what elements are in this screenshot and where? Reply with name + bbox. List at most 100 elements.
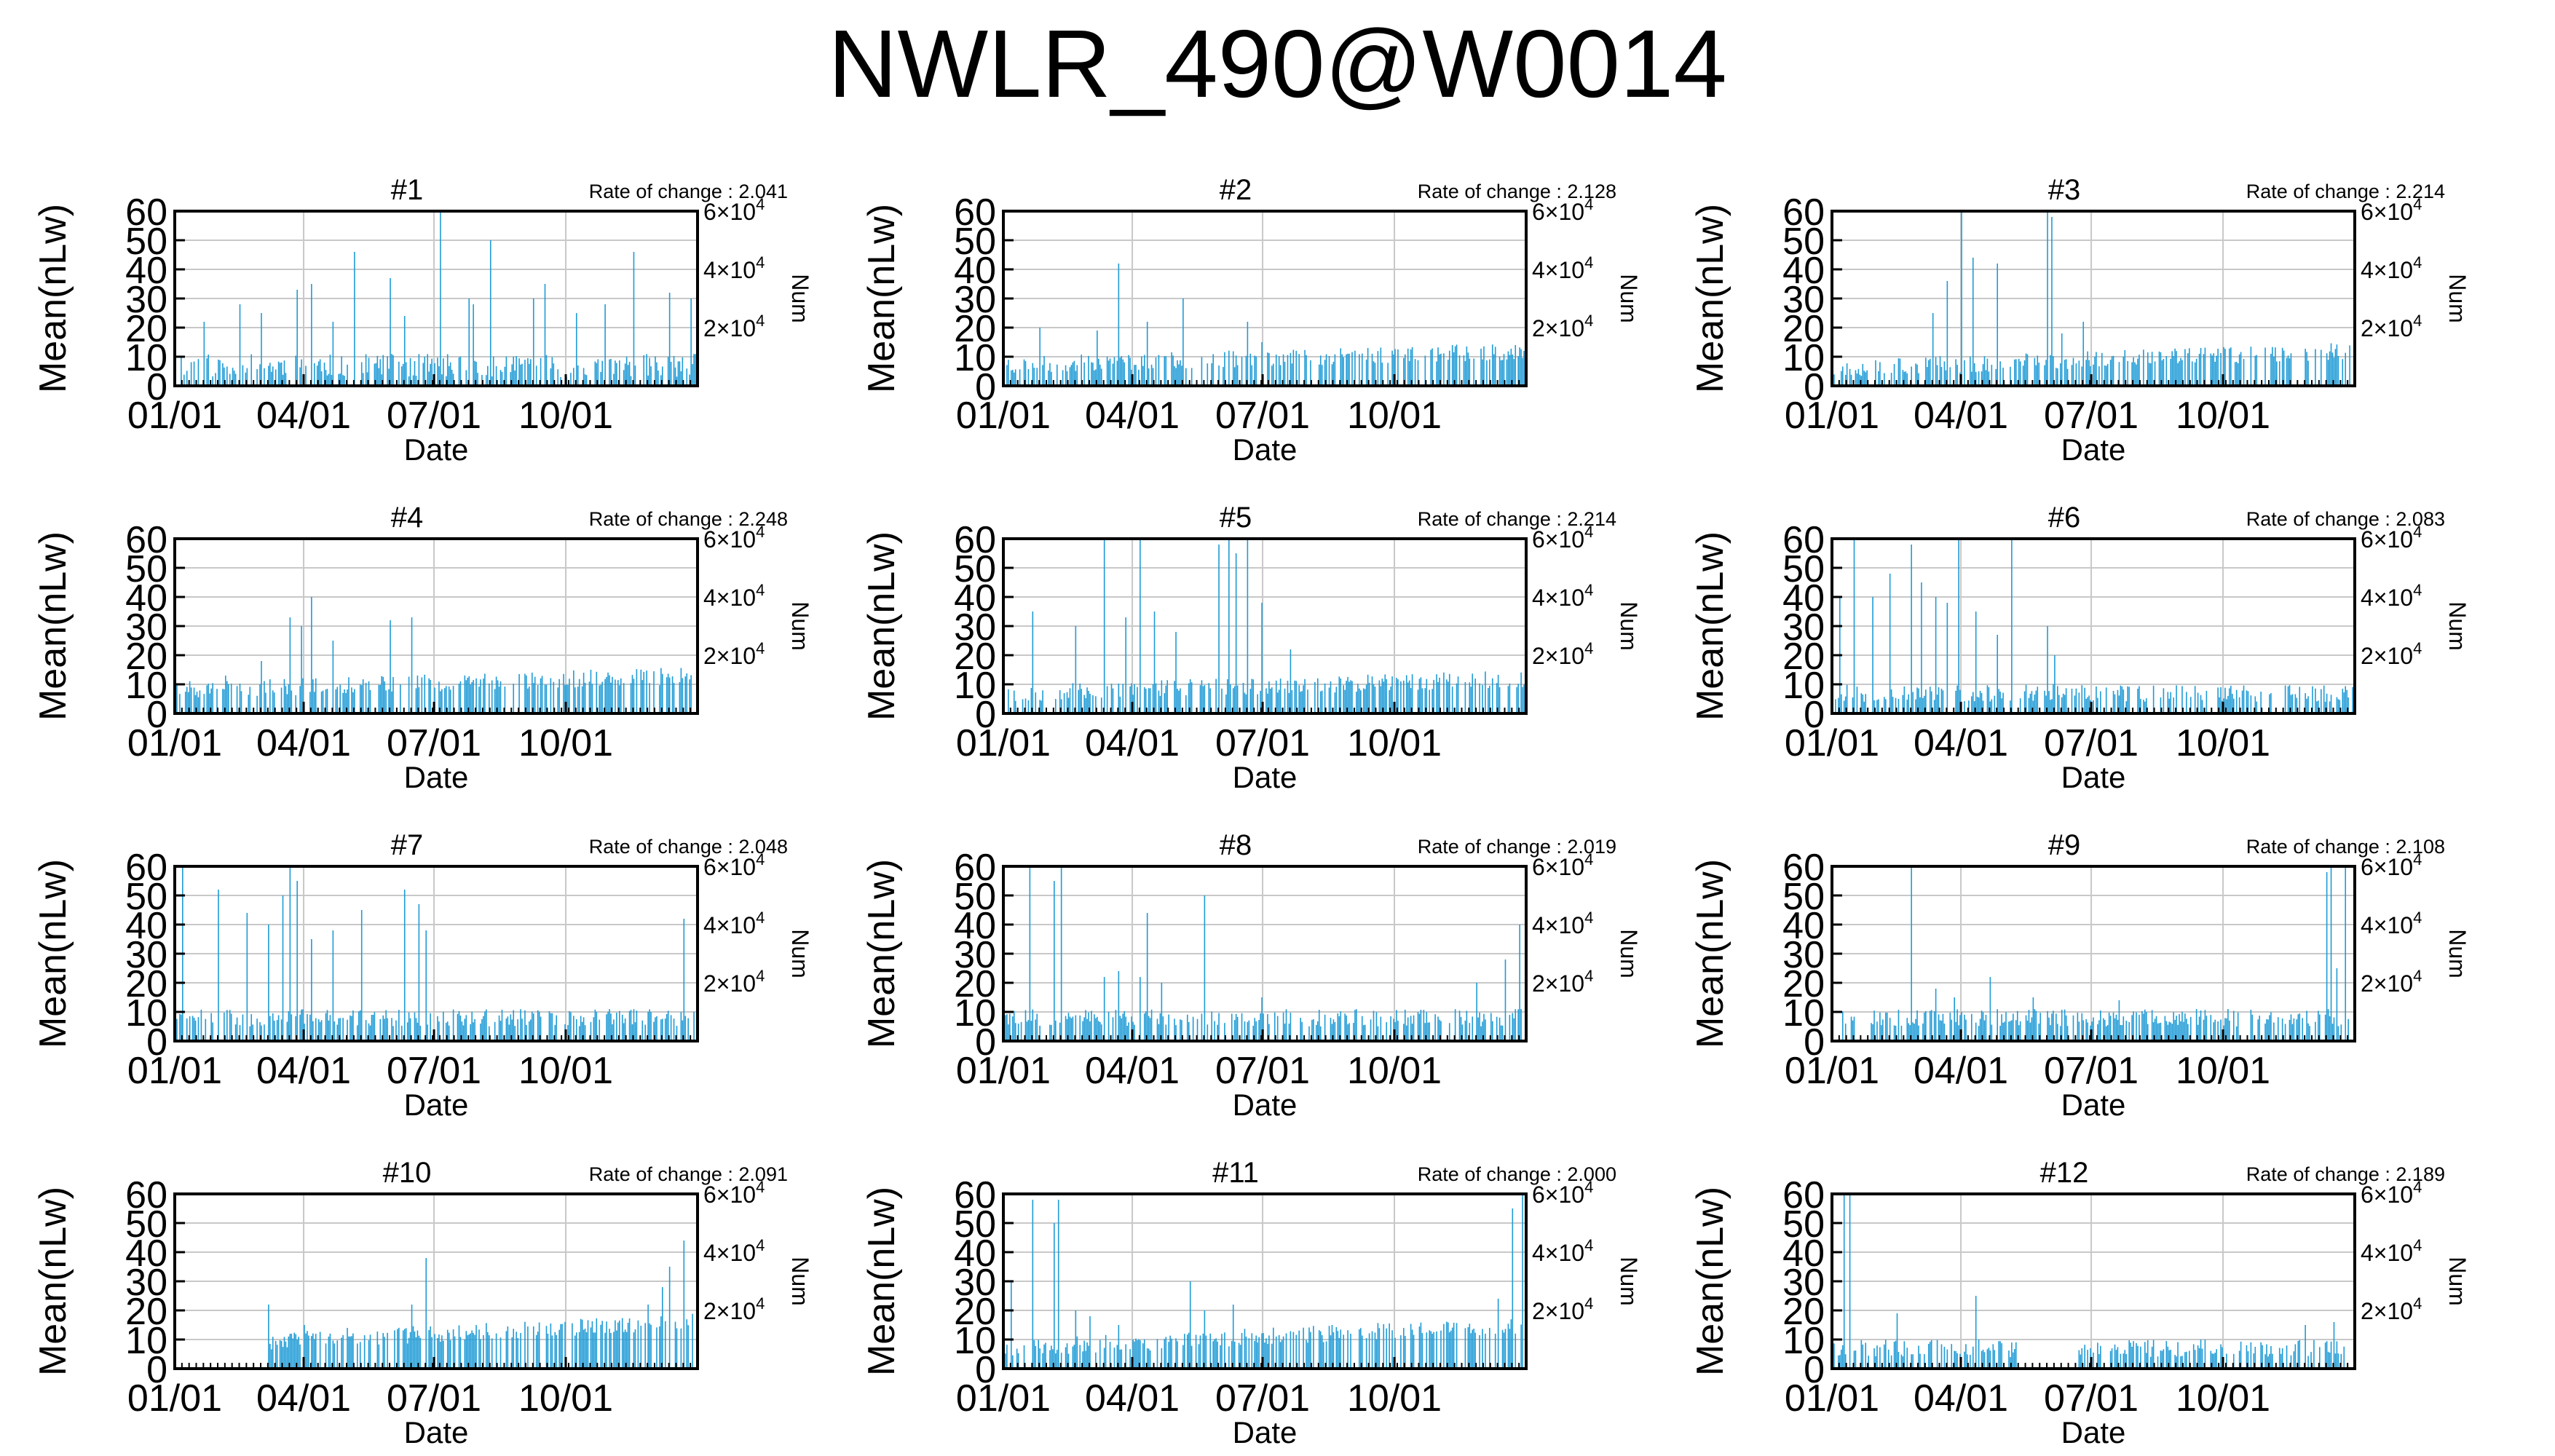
right-tick-label: 4×104 [1532, 1236, 1593, 1266]
right-axis-label: Num [787, 601, 813, 651]
right-tick-label: 6×104 [2361, 523, 2422, 553]
y-tick-label: 50 [125, 548, 167, 590]
y-tick-label: 0 [975, 366, 996, 408]
y-tick-label: 30 [125, 934, 167, 976]
y-tick-label: 20 [125, 636, 167, 678]
right-tick-mantissa: 2×10 [2361, 1298, 2413, 1324]
page-title: NWLR_490@W0014 [828, 10, 1727, 117]
right-tick-label: 4×104 [703, 909, 765, 938]
y-tick-label: 10 [1782, 337, 1825, 379]
x-tick-label: 01/01 [956, 1050, 1051, 1092]
panel-title: #6 [2048, 502, 2081, 534]
right-tick-exponent: 4 [1584, 312, 1593, 330]
right-tick-label: 6×104 [1532, 195, 1593, 225]
right-tick-label: 2×104 [2361, 1294, 2422, 1324]
right-axis-label: Num [787, 929, 813, 978]
right-tick-exponent: 4 [2413, 1236, 2422, 1254]
right-tick-label: 2×104 [703, 967, 765, 997]
y-axis-label: Mean(nLw) [1689, 1187, 1731, 1376]
x-tick-label: 01/01 [1785, 722, 1879, 764]
panel-title: #8 [1220, 829, 1252, 861]
right-tick-mantissa: 2×10 [2361, 970, 2413, 997]
y-tick-label: 30 [954, 1262, 996, 1304]
y-tick-label: 20 [1782, 308, 1825, 350]
y-tick-label: 20 [954, 963, 996, 1005]
right-tick-exponent: 4 [756, 312, 765, 330]
x-axis-label: Date [1233, 1088, 1298, 1122]
x-tick-label: 01/01 [956, 1377, 1051, 1420]
y-tick-label: 50 [954, 548, 996, 590]
right-tick-mantissa: 6×10 [1532, 526, 1584, 553]
x-tick-label: 10/01 [2176, 395, 2270, 437]
x-tick-label: 04/01 [1085, 395, 1180, 437]
right-axis-label: Num [787, 1257, 813, 1306]
right-tick-exponent: 4 [756, 1236, 765, 1254]
x-tick-label: 04/01 [1085, 1050, 1180, 1092]
x-tick-label: 10/01 [518, 722, 613, 764]
x-axis-label: Date [404, 1088, 469, 1122]
right-tick-exponent: 4 [1584, 581, 1593, 599]
y-tick-label: 60 [1782, 191, 1825, 234]
right-tick-exponent: 4 [2413, 195, 2422, 213]
rate-of-change-label: Rate of change : 2.083 [2246, 508, 2445, 530]
y-tick-label: 10 [954, 992, 996, 1034]
right-tick-exponent: 4 [2413, 850, 2422, 869]
y-tick-label: 10 [125, 1320, 167, 1362]
right-tick-mantissa: 4×10 [703, 912, 756, 938]
y-tick-label: 0 [1804, 1021, 1825, 1064]
x-tick-label: 07/01 [1215, 722, 1310, 764]
right-tick-exponent: 4 [2413, 312, 2422, 330]
x-tick-label: 04/01 [1914, 1377, 2008, 1420]
right-tick-label: 4×104 [703, 581, 765, 611]
y-tick-label: 10 [1782, 992, 1825, 1034]
right-tick-mantissa: 4×10 [703, 1240, 756, 1266]
x-tick-label: 01/01 [1785, 1050, 1879, 1092]
rate-of-change-label: Rate of change : 2.048 [589, 836, 788, 858]
right-tick-mantissa: 6×10 [703, 1182, 756, 1208]
right-tick-exponent: 4 [756, 1178, 765, 1196]
right-axis-label: Num [1616, 601, 1642, 651]
x-tick-label: 01/01 [127, 1377, 222, 1420]
x-tick-label: 10/01 [518, 1377, 613, 1420]
y-tick-label: 50 [1782, 1203, 1825, 1246]
right-tick-mantissa: 4×10 [2361, 585, 2413, 611]
y-tick-label: 60 [954, 1174, 996, 1216]
y-axis-label: Mean(nLw) [861, 859, 903, 1048]
right-tick-exponent: 4 [2413, 909, 2422, 927]
y-axis-label: Mean(nLw) [1689, 204, 1731, 393]
y-tick-label: 60 [1782, 1174, 1825, 1216]
y-tick-label: 40 [125, 905, 167, 947]
y-tick-label: 20 [954, 636, 996, 678]
right-tick-exponent: 4 [756, 639, 765, 657]
right-tick-label: 4×104 [703, 1236, 765, 1266]
right-tick-exponent: 4 [1584, 523, 1593, 541]
y-tick-label: 10 [954, 1320, 996, 1362]
right-tick-mantissa: 6×10 [703, 854, 756, 880]
right-tick-exponent: 4 [756, 523, 765, 541]
y-tick-label: 10 [125, 992, 167, 1034]
right-tick-exponent: 4 [2413, 523, 2422, 541]
y-tick-label: 60 [125, 191, 167, 234]
y-axis-label: Mean(nLw) [1689, 859, 1731, 1048]
right-tick-mantissa: 2×10 [703, 643, 756, 669]
y-tick-label: 0 [1804, 366, 1825, 408]
y-tick-label: 30 [1782, 1262, 1825, 1304]
x-tick-label: 07/01 [1215, 395, 1310, 437]
panel-title: #4 [391, 502, 424, 534]
right-tick-label: 4×104 [2361, 909, 2422, 938]
x-tick-label: 10/01 [1347, 1050, 1442, 1092]
y-tick-label: 30 [1782, 606, 1825, 649]
y-tick-label: 10 [125, 337, 167, 379]
x-tick-label: 01/01 [956, 722, 1051, 764]
right-tick-label: 6×104 [2361, 195, 2422, 225]
x-tick-label: 04/01 [256, 395, 351, 437]
rate-of-change-label: Rate of change : 2.248 [589, 508, 788, 530]
y-tick-label: 50 [125, 876, 167, 918]
rate-of-change-label: Rate of change : 2.189 [2246, 1163, 2445, 1185]
right-tick-label: 2×104 [2361, 639, 2422, 669]
x-tick-label: 01/01 [127, 1050, 222, 1092]
